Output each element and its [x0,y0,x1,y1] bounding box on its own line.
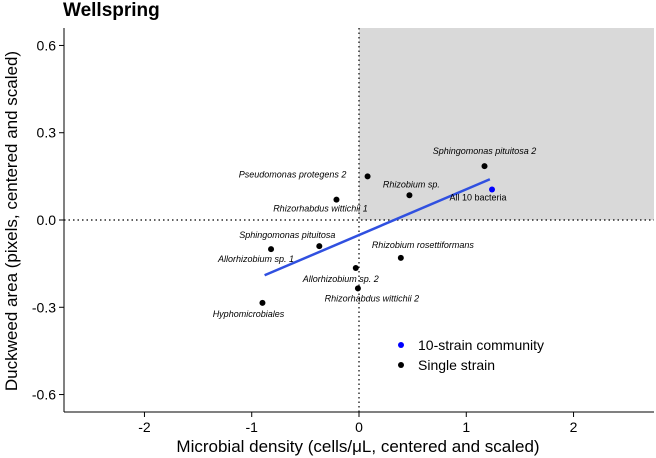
data-point [352,265,359,271]
point-label: Sphingomonas pituitosa 2 [433,146,537,156]
x-tick-label: 2 [570,419,578,435]
y-axis-title: Duckweed area (pixels, centered and scal… [2,51,21,391]
y-ticks: -0.6 -0.3 0.0 0.3 0.6 [32,37,64,403]
y-tick-label: 0.6 [37,37,57,53]
point-label: All 10 bacteria [449,192,506,202]
point-label: Allorhizobium sp. 2 [302,274,379,284]
point-label: Rhizorhabdus wittichii 1 [273,204,368,214]
legend-label: Single strain [418,357,495,373]
point-label: Allorhizobium sp. 1 [217,254,294,264]
data-point [364,173,371,180]
point-labels-layer: Sphingomonas pituitosa 2 All 10 bacteria P… [213,146,537,319]
data-point [333,196,340,203]
point-label: Rhizorhabdus wittichii 2 [325,293,420,303]
data-point [406,192,413,199]
points-layer [259,163,496,306]
legend: 10-strain community Single strain [398,337,544,373]
x-tick-label: 1 [462,419,470,435]
data-point [316,243,323,250]
x-tick-label: -2 [138,419,151,435]
legend-marker [398,342,404,348]
shaded-quadrant [359,28,654,220]
legend-marker [398,362,404,368]
x-tick-label: -1 [246,419,259,435]
data-point [259,299,266,306]
y-tick-label: -0.6 [32,387,56,403]
data-point [397,254,404,261]
regression-line [264,178,491,277]
point-label: Pseudomonas protegens 2 [239,169,347,179]
point-label: Rhizobium rosettiformans [372,240,475,250]
data-point [354,285,361,292]
y-tick-label: -0.3 [32,299,56,315]
plot-area: Sphingomonas pituitosa 2 All 10 bacteria P… [64,28,654,412]
legend-label: 10-strain community [418,337,544,353]
data-point [268,246,275,253]
chart-title: Wellspring [63,0,160,21]
x-tick-label: 0 [355,419,363,435]
data-point [489,186,496,193]
x-ticks: -2 -1 0 1 2 [138,412,578,435]
data-point [481,163,488,170]
point-label: Rhizobium sp. [383,179,440,189]
axes: -2 -1 0 1 2 -0.6 -0.3 0.0 0.3 0.6 [32,28,654,435]
y-tick-label: 0.0 [37,212,57,228]
point-label: Hyphomicrobiales [213,309,285,319]
x-axis-title: Microbial density (cells/μL, centered an… [176,437,539,456]
y-tick-label: 0.3 [37,125,57,141]
point-label: Sphingomonas pituitosa [239,230,335,240]
